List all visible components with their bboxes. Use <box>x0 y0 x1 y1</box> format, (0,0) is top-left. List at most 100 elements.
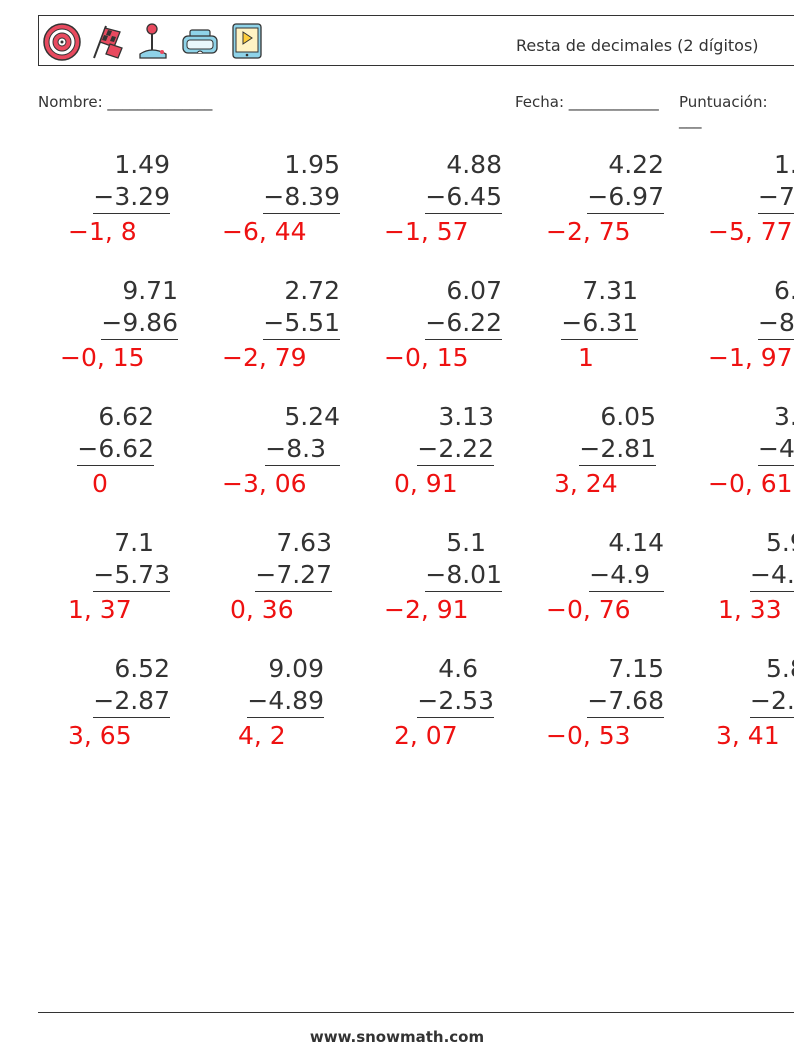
minuend: 5.1 <box>446 528 486 557</box>
subtrahend: −8.3 <box>265 434 340 466</box>
minuend: 4.22 <box>608 150 664 179</box>
minuend: 3.13 <box>438 402 494 431</box>
minuend: 5.24 <box>284 402 340 431</box>
problem-8: 6.07 −6.22 −0, 15 <box>362 276 502 386</box>
subtrahend: −4.89 <box>247 686 324 718</box>
problem-5: 1. −7. −5, 77 <box>686 150 794 260</box>
problem-24: 7.15 −7.68 −0, 53 <box>524 654 664 764</box>
minuend: 9.09 <box>268 654 324 683</box>
answer: −1, 97 <box>708 343 793 372</box>
problem-13: 3.13 −2.22 0, 91 <box>354 402 494 512</box>
minuend: 9.71 <box>122 276 178 305</box>
subtrahend: −2.22 <box>417 434 494 466</box>
subtrahend: −7.27 <box>255 560 332 592</box>
name-field: Nombre: ______________ <box>38 93 213 111</box>
problem-1: 1.49 −3.29 −1, 8 <box>30 150 170 260</box>
minuend: 4.14 <box>608 528 664 557</box>
answer: −6, 44 <box>222 217 307 246</box>
minuend: 1.95 <box>284 150 340 179</box>
answer: 1 <box>578 343 594 372</box>
problem-11: 6.62 −6.62 0 <box>14 402 154 512</box>
answer: −2, 75 <box>546 217 631 246</box>
problem-4: 4.22 −6.97 −2, 75 <box>524 150 664 260</box>
subtrahend: −6.31 <box>561 308 638 340</box>
problem-2: 1.95 −8.39 −6, 44 <box>200 150 340 260</box>
answer: −0, 53 <box>546 721 631 750</box>
vr-headset-icon <box>180 20 220 62</box>
footer-divider <box>38 1012 794 1013</box>
minuend: 7.15 <box>608 654 664 683</box>
minuend: 6.52 <box>114 654 170 683</box>
minuend: 6.07 <box>446 276 502 305</box>
subtrahend: −6.97 <box>587 182 664 214</box>
score-field: Puntuación: ___ <box>679 93 768 129</box>
subtrahend: −8. <box>758 308 794 340</box>
problem-7: 2.72 −5.51 −2, 79 <box>200 276 340 386</box>
problem-14: 6.05 −2.81 3, 24 <box>516 402 656 512</box>
answer: 2, 07 <box>394 721 458 750</box>
dartboard-icon <box>42 20 82 62</box>
answer: −1, 8 <box>68 217 137 246</box>
answer: 3, 24 <box>554 469 618 498</box>
play-tablet-icon <box>226 20 266 62</box>
minuend: 7.63 <box>276 528 332 557</box>
subtrahend: −3.29 <box>93 182 170 214</box>
answer: 0 <box>92 469 108 498</box>
minuend: 5.8 <box>766 654 794 683</box>
subtrahend: −7.68 <box>587 686 664 718</box>
minuend: 5.9 <box>766 528 794 557</box>
subtrahend: −2.87 <box>93 686 170 718</box>
problem-21: 6.52 −2.87 3, 65 <box>30 654 170 764</box>
subtrahend: −4.6 <box>750 560 794 592</box>
header-icons <box>42 20 266 62</box>
answer: −1, 57 <box>384 217 469 246</box>
subtrahend: −5.73 <box>93 560 170 592</box>
problem-23: 4.6 −2.53 2, 07 <box>354 654 494 764</box>
problem-9: 7.31 −6.31 1 <box>498 276 638 386</box>
subtrahend: −9.86 <box>101 308 178 340</box>
answer: −0, 76 <box>546 595 631 624</box>
answer: −3, 06 <box>222 469 307 498</box>
minuend: 6.62 <box>98 402 154 431</box>
subtrahend: −6.62 <box>77 434 154 466</box>
answer: 1, 37 <box>68 595 132 624</box>
minuend: 7.31 <box>582 276 638 305</box>
answer: 3, 65 <box>68 721 132 750</box>
problem-3: 4.88 −6.45 −1, 57 <box>362 150 502 260</box>
footer-website: www.snowmath.com <box>309 1028 485 1046</box>
subtrahend: −4. <box>758 434 794 466</box>
answer: 1, 33 <box>718 595 782 624</box>
answer: 0, 36 <box>230 595 294 624</box>
answer: −2, 79 <box>222 343 307 372</box>
worksheet-header: Resta de decimales (2 dígitos) <box>38 15 794 66</box>
minuend: 4.6 <box>438 654 478 683</box>
minuend: 6. <box>774 276 794 305</box>
answer: −5, 77 <box>708 217 793 246</box>
answer: −2, 91 <box>384 595 469 624</box>
subtrahend: −8.39 <box>263 182 340 214</box>
minuend: 1. <box>774 150 794 179</box>
problem-18: 5.1 −8.01 −2, 91 <box>362 528 502 638</box>
minuend: 3. <box>774 402 794 431</box>
minuend: 6.05 <box>600 402 656 431</box>
subtrahend: −2.81 <box>579 434 656 466</box>
subtrahend: −2.53 <box>417 686 494 718</box>
subtrahend: −7. <box>758 182 794 214</box>
joystick-icon <box>134 20 174 62</box>
minuend: 2.72 <box>284 276 340 305</box>
problem-22: 9.09 −4.89 4, 2 <box>184 654 324 764</box>
worksheet-title: Resta de decimales (2 dígitos) <box>516 36 759 55</box>
problem-17: 7.63 −7.27 0, 36 <box>192 528 332 638</box>
answer: 0, 91 <box>394 469 458 498</box>
answer: 4, 2 <box>238 721 286 750</box>
problem-25: 5.8 −2.4 3, 41 <box>686 654 794 764</box>
problem-19: 4.14 −4.9 −0, 76 <box>524 528 664 638</box>
subtrahend: −5.51 <box>263 308 340 340</box>
subtrahend: −8.01 <box>425 560 502 592</box>
problem-10: 6. −8. −1, 97 <box>686 276 794 386</box>
racing-flag-icon <box>88 20 128 62</box>
problem-12: 5.24 −8.3 −3, 06 <box>200 402 340 512</box>
subtrahend: −6.22 <box>425 308 502 340</box>
problem-6: 9.71 −9.86 −0, 15 <box>38 276 178 386</box>
problem-15: 3. −4. −0, 61 <box>686 402 794 512</box>
